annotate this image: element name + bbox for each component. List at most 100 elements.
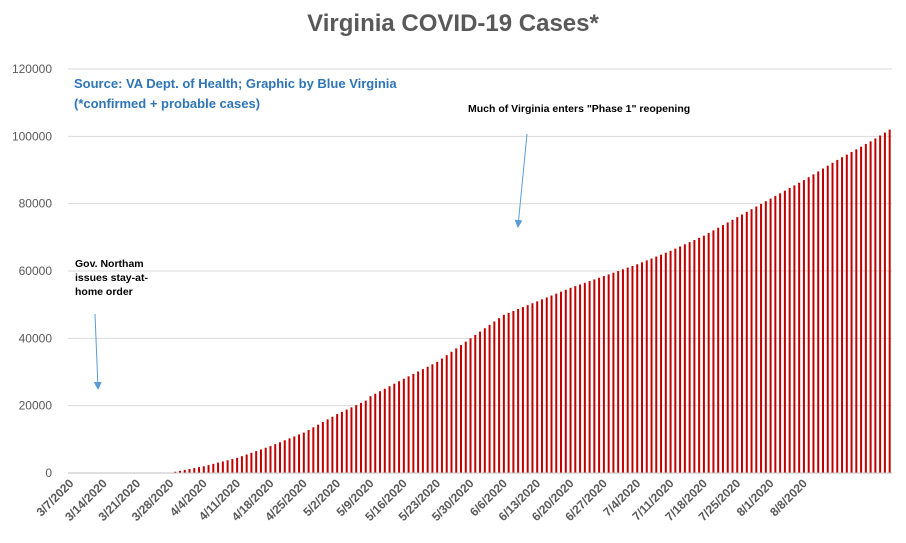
bar xyxy=(764,201,767,473)
bar xyxy=(493,321,496,473)
bar xyxy=(512,310,515,473)
bar xyxy=(255,451,258,473)
bar xyxy=(455,348,458,473)
bar xyxy=(217,462,220,473)
bar xyxy=(783,190,786,473)
y-axis: 0 20000 40000 60000 80000 100000 120000 xyxy=(12,62,52,480)
stay-at-home-annotation: Gov. Northam issues stay-at- home order xyxy=(75,257,148,299)
bar xyxy=(760,203,763,473)
bar xyxy=(879,135,882,474)
bar xyxy=(231,459,234,473)
phase-1-annotation-line: Much of Virginia enters "Phase 1" reopen… xyxy=(468,103,691,115)
bar xyxy=(202,466,205,473)
bar xyxy=(702,235,705,473)
bar xyxy=(460,345,462,473)
bar xyxy=(350,407,353,473)
bar xyxy=(569,287,572,473)
bar xyxy=(736,217,739,473)
bar xyxy=(283,440,286,473)
bar xyxy=(531,303,534,473)
y-tick-label: 120000 xyxy=(12,62,52,76)
bar xyxy=(388,386,391,473)
bar xyxy=(664,252,667,473)
y-tick-label: 0 xyxy=(45,466,52,480)
bar xyxy=(264,447,267,473)
bar xyxy=(326,419,329,473)
bar xyxy=(779,193,782,473)
bar xyxy=(183,469,186,473)
bar xyxy=(669,250,672,473)
bar xyxy=(745,211,748,473)
bar xyxy=(645,260,648,473)
bar xyxy=(579,284,582,473)
bar xyxy=(336,414,339,473)
bar xyxy=(617,271,620,473)
bar xyxy=(550,295,553,473)
bar xyxy=(793,185,796,473)
bar xyxy=(807,177,810,473)
bar xyxy=(298,434,301,473)
bar xyxy=(583,282,586,473)
bar xyxy=(507,312,510,473)
source-note: Source: VA Dept. of Health; Graphic by B… xyxy=(74,76,397,91)
bar xyxy=(436,361,439,473)
bar xyxy=(588,281,591,473)
bar xyxy=(464,341,467,473)
bar xyxy=(826,165,829,474)
bar xyxy=(393,383,396,473)
bar xyxy=(798,182,801,473)
bar xyxy=(417,371,420,473)
bar xyxy=(817,171,820,473)
stay-at-home-annotation-line: home order xyxy=(75,286,133,298)
bar xyxy=(178,470,181,473)
bar xyxy=(555,293,558,473)
phase-1-arrow xyxy=(514,133,528,228)
bar xyxy=(226,460,229,473)
bar xyxy=(688,242,691,473)
y-tick-label: 60000 xyxy=(19,264,53,278)
bar xyxy=(526,305,529,473)
bar xyxy=(245,454,248,473)
bar xyxy=(312,427,315,473)
bar xyxy=(841,157,844,473)
bar xyxy=(679,246,682,473)
bar xyxy=(402,378,405,473)
bar xyxy=(883,132,886,474)
bar xyxy=(769,198,772,473)
bar xyxy=(845,154,848,474)
bar xyxy=(626,267,629,473)
cases-note: (*confirmed + probable cases) xyxy=(74,96,261,111)
bar xyxy=(279,442,281,473)
bar xyxy=(174,471,177,473)
bar xyxy=(355,405,358,473)
bar xyxy=(469,338,472,473)
bar xyxy=(445,355,448,473)
bar xyxy=(479,331,482,473)
bar xyxy=(421,369,424,473)
bar xyxy=(331,416,334,473)
bar xyxy=(379,391,382,473)
stay-at-home-annotation-line: issues stay-at- xyxy=(75,272,148,284)
bar xyxy=(674,248,677,473)
bar xyxy=(383,388,386,473)
bar xyxy=(450,351,453,473)
bar xyxy=(302,432,305,473)
bar xyxy=(864,144,867,473)
bar xyxy=(250,452,253,473)
bar xyxy=(860,146,863,474)
phase-1-annotation: Much of Virginia enters "Phase 1" reopen… xyxy=(468,102,690,116)
bar xyxy=(574,286,577,473)
bar xyxy=(259,449,262,473)
y-tick-label: 100000 xyxy=(12,129,52,143)
bar xyxy=(412,373,415,473)
x-tick-label: 8/8/2020 xyxy=(767,476,810,519)
bar xyxy=(836,159,839,473)
bar xyxy=(193,468,196,473)
bar xyxy=(188,469,191,473)
bar xyxy=(788,188,791,474)
bar xyxy=(721,225,724,473)
bars xyxy=(169,129,891,474)
bar xyxy=(607,274,610,473)
